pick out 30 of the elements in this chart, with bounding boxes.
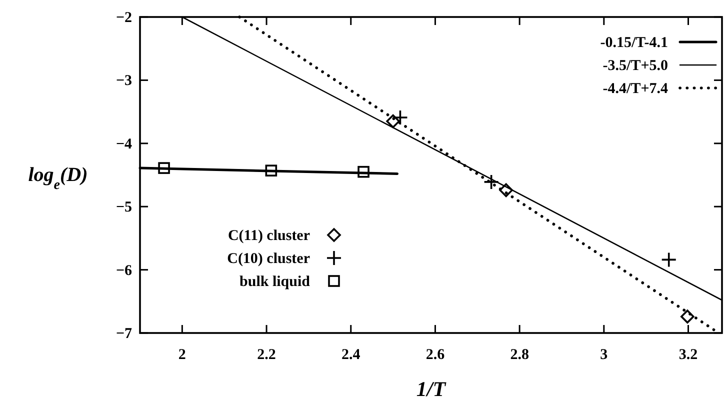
- y-axis-title: log$_{e}$(D): [28, 164, 88, 192]
- y-tick-label: −6: [116, 262, 132, 279]
- legend-label: C(11) cluster: [228, 228, 310, 244]
- legend-label: -3.5/T+5.0: [602, 58, 668, 74]
- x-tick-label: 3: [600, 347, 608, 363]
- legend-label: -4.4/T+7.4: [602, 81, 668, 97]
- point: [158, 162, 170, 174]
- point: [358, 166, 370, 178]
- point: [499, 183, 513, 198]
- y-tick-label: −2: [116, 10, 132, 26]
- x-tick-label: 2.2: [257, 347, 276, 363]
- x-tick-label: 2.8: [510, 347, 529, 363]
- x-tick-label: 2: [178, 347, 186, 363]
- point: [392, 110, 408, 126]
- point: [483, 174, 500, 190]
- x-tick-label: 3.2: [678, 347, 698, 363]
- point: [680, 310, 694, 324]
- legend-label: bulk liquid: [240, 274, 311, 290]
- point: [660, 252, 677, 268]
- y-tick-label: −4: [116, 136, 132, 152]
- y-tick-label: −7: [116, 326, 132, 342]
- point: [386, 114, 400, 128]
- legend-label: -0.15/T-4.1: [600, 35, 668, 51]
- point: [265, 164, 278, 176]
- y-tick-label: −3: [116, 73, 132, 90]
- x-tick-label: 2.6: [426, 347, 446, 363]
- y-tick-label: −5: [116, 200, 132, 216]
- x-axis-title: 1/T: [416, 377, 447, 401]
- x-tick-label: 2.4: [341, 347, 361, 363]
- legend-label: C(10) cluster: [227, 251, 310, 267]
